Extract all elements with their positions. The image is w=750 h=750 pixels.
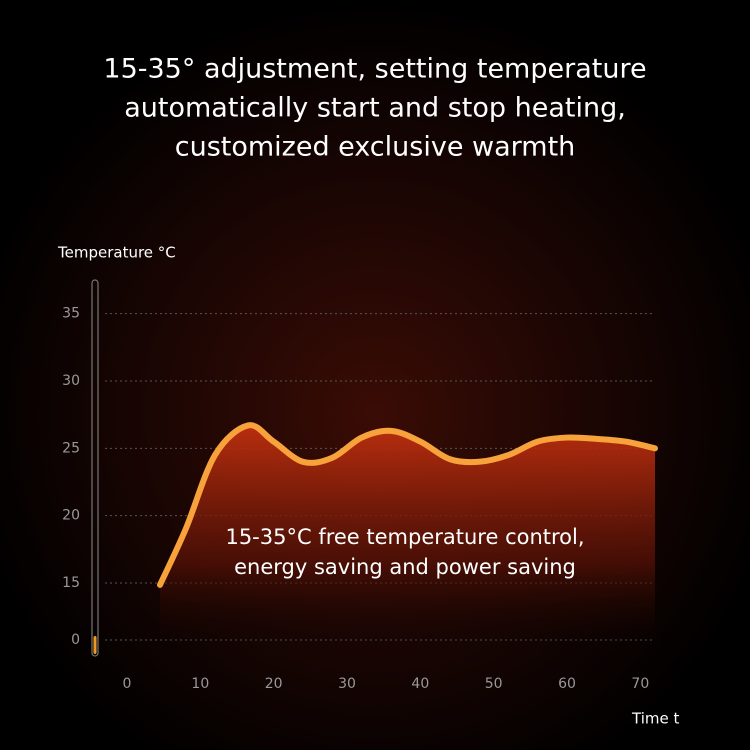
x-tick-label: 40 bbox=[411, 676, 429, 692]
y-tick-label: 25 bbox=[62, 440, 80, 456]
x-tick-label: 0 bbox=[123, 676, 132, 692]
x-tick-label: 30 bbox=[338, 676, 356, 692]
annotation: 15-35°C free temperature control, bbox=[225, 525, 584, 549]
x-tick-label: 70 bbox=[631, 676, 649, 692]
y-tick-label: 0 bbox=[71, 632, 80, 648]
y-tick-label: 15 bbox=[62, 575, 80, 591]
chart-title: automatically start and stop heating, bbox=[124, 93, 626, 124]
y-axis-label: Temperature °C bbox=[57, 244, 176, 262]
chart-title: customized exclusive warmth bbox=[175, 132, 576, 163]
area bbox=[160, 425, 655, 655]
thermometer-level bbox=[93, 636, 97, 654]
y-tick-label: 20 bbox=[62, 508, 80, 524]
x-axis-label: Time t bbox=[631, 710, 679, 728]
line bbox=[157, 422, 658, 588]
annotation: energy saving and power saving bbox=[234, 555, 576, 579]
chart-title: 15-35° adjustment, setting temperature bbox=[103, 54, 646, 85]
y-tick-label: 30 bbox=[62, 373, 80, 389]
x-tick-label: 20 bbox=[265, 676, 283, 692]
x-tick-label: 10 bbox=[191, 676, 209, 692]
thermometer bbox=[91, 279, 99, 657]
y-tick-label: 35 bbox=[62, 306, 80, 322]
x-tick-label: 60 bbox=[558, 676, 576, 692]
x-tick-label: 50 bbox=[485, 676, 503, 692]
